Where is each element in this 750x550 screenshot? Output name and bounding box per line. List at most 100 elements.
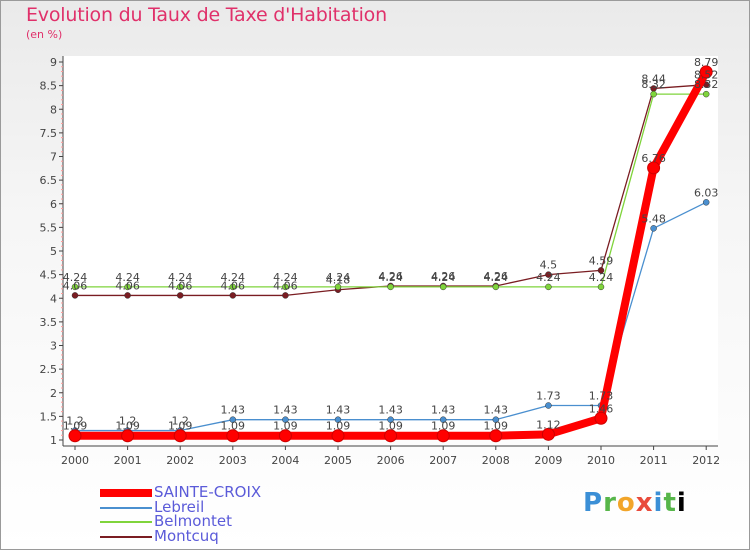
data-point-sainte-croix	[68, 429, 82, 443]
y-tick-label: 7	[50, 151, 57, 164]
data-label-sainte-croix: 1.12	[536, 418, 561, 431]
x-tick-label: 2003	[219, 454, 247, 467]
data-point-belmontet	[702, 90, 710, 98]
data-point-montcuq	[282, 292, 289, 299]
x-tick-label: 2001	[114, 454, 142, 467]
data-label-lebreil: 6.03	[694, 186, 719, 199]
data-point-belmontet	[545, 283, 552, 291]
data-label-lebreil: 1.2	[171, 415, 189, 428]
data-point-sainte-croix	[699, 65, 713, 79]
x-tick-label: 2000	[61, 454, 89, 467]
data-point-sainte-croix	[173, 429, 187, 443]
data-point-sainte-croix	[226, 429, 240, 443]
data-label-belmontet: 4.24	[273, 271, 298, 284]
data-point-sainte-croix	[436, 429, 450, 443]
data-label-montcuq: 4.06	[273, 279, 298, 292]
data-point-montcuq	[229, 292, 237, 299]
data-point-belmontet	[71, 283, 79, 291]
data-point-belmontet	[229, 283, 237, 291]
legend-label-belmontet: Belmontet	[154, 512, 232, 530]
plot-area	[63, 56, 718, 440]
data-point-montcuq	[176, 292, 184, 299]
data-label-belmontet: 4.24	[221, 271, 246, 284]
data-label-montcuq: 4.26	[431, 270, 456, 283]
data-point-montcuq	[545, 271, 552, 278]
data-label-belmontet: 8.32	[641, 78, 666, 91]
data-label-lebreil: 1.43	[273, 404, 298, 417]
data-point-belmontet	[439, 283, 447, 291]
data-point-montcuq	[597, 267, 605, 274]
y-tick-label: 2	[50, 387, 57, 400]
data-label-sainte-croix: 1.09	[484, 420, 509, 433]
data-label-sainte-croix: 6.76	[641, 152, 666, 165]
data-label-lebreil: 1.2	[119, 415, 137, 428]
x-tick-label: 2008	[482, 454, 510, 467]
data-point-belmontet	[124, 283, 131, 291]
data-label-belmontet: 4.24	[63, 271, 88, 284]
data-point-sainte-croix	[331, 429, 345, 443]
data-label-belmontet: 4.24	[484, 271, 509, 284]
chart-title: Evolution du Taux de Taxe d'Habitation	[26, 4, 387, 26]
data-label-sainte-croix: 1.09	[326, 420, 351, 433]
data-point-lebreil	[439, 416, 447, 423]
legend-swatch-lebreil	[100, 506, 152, 509]
data-label-sainte-croix: 1.09	[221, 420, 246, 433]
data-label-montcuq: 4.06	[115, 279, 140, 292]
data-label-montcuq: 8.52	[694, 69, 719, 82]
data-label-belmontet: 4.24	[326, 271, 351, 284]
y-tick-label: 2.5	[40, 363, 58, 376]
data-point-sainte-croix	[121, 429, 135, 443]
data-label-sainte-croix: 1.09	[63, 420, 88, 433]
data-label-sainte-croix: 1.09	[431, 420, 456, 433]
data-point-sainte-croix	[541, 427, 555, 441]
x-tick-label: 2005	[324, 454, 352, 467]
data-point-sainte-croix	[647, 161, 661, 175]
data-label-belmontet: 4.24	[115, 271, 140, 284]
data-label-sainte-croix: 1.09	[273, 420, 298, 433]
x-tick-label: 2007	[429, 454, 457, 467]
data-point-lebreil	[650, 225, 657, 232]
data-label-belmontet: 8.32	[694, 78, 719, 91]
data-point-belmontet	[334, 283, 342, 291]
chart-subtitle: (en %)	[26, 28, 63, 41]
data-point-lebreil	[387, 416, 394, 423]
data-point-lebreil	[282, 416, 289, 423]
data-point-montcuq	[124, 292, 131, 299]
data-point-sainte-croix	[489, 429, 503, 443]
proxiti-logo: Proxiti	[583, 488, 687, 518]
data-label-lebreil: 5.48	[641, 212, 666, 225]
y-tick-label: 6	[50, 198, 57, 211]
data-point-belmontet	[650, 90, 657, 98]
data-label-montcuq: 4.06	[168, 279, 193, 292]
data-label-belmontet: 4.24	[536, 271, 561, 284]
data-label-montcuq: 4.5	[540, 259, 558, 272]
data-label-sainte-croix: 1.09	[168, 420, 193, 433]
x-tick-label: 2004	[271, 454, 299, 467]
legend-label-sainte-croix: SAINTE-CROIX	[154, 483, 262, 501]
data-label-lebreil: 1.43	[221, 404, 246, 417]
legend-swatch-montcuq	[100, 535, 152, 538]
y-tick-label: 8	[50, 103, 57, 116]
data-label-lebreil: 1.43	[431, 404, 456, 417]
data-label-belmontet: 4.24	[378, 271, 403, 284]
data-label-lebreil: 1.43	[326, 404, 351, 417]
data-point-sainte-croix	[594, 411, 608, 425]
data-label-lebreil: 1.43	[378, 404, 403, 417]
data-label-belmontet: 4.24	[431, 271, 456, 284]
data-point-belmontet	[387, 283, 394, 291]
x-tick-label: 2010	[587, 454, 615, 467]
x-tick-label: 2006	[377, 454, 405, 467]
data-point-belmontet	[597, 283, 605, 291]
y-tick-label: 4	[50, 292, 57, 305]
data-label-sainte-croix: 8.79	[694, 56, 719, 69]
data-label-montcuq: 4.26	[378, 270, 403, 283]
y-tick-label: 7.5	[40, 127, 58, 140]
data-label-montcuq: 4.06	[221, 279, 246, 292]
data-label-lebreil: 1.73	[536, 390, 561, 403]
legend-swatch-belmontet	[100, 521, 152, 523]
data-label-lebreil: 1.43	[484, 404, 509, 417]
x-tick-label: 2011	[640, 454, 668, 467]
data-point-lebreil	[229, 416, 237, 423]
data-label-belmontet: 4.24	[168, 271, 193, 284]
